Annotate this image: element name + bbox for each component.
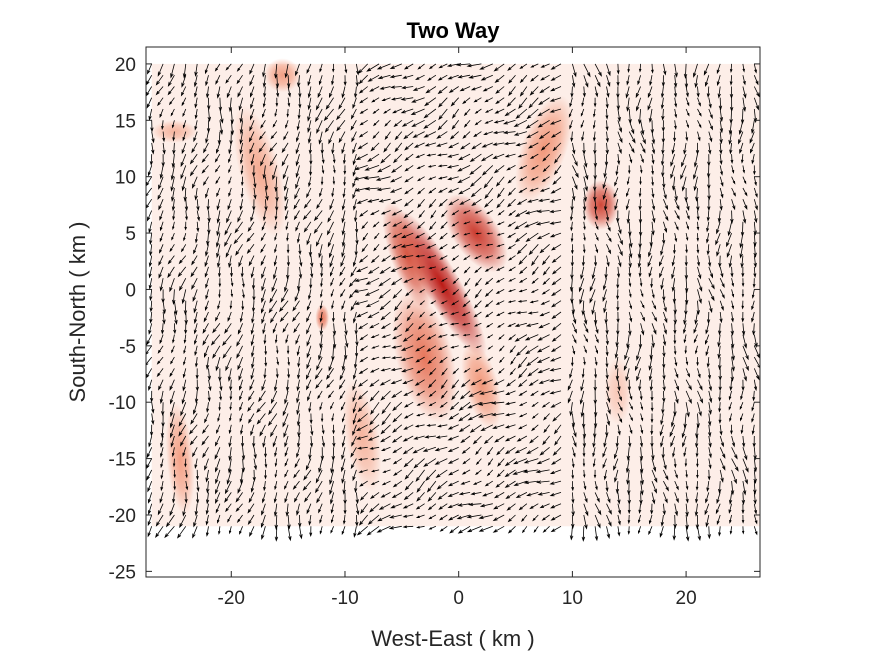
field-blob xyxy=(342,380,382,492)
x-tick-label: -20 xyxy=(218,588,245,609)
y-tick-label: -15 xyxy=(109,450,136,471)
field-blob xyxy=(315,304,330,332)
y-tick-label: 0 xyxy=(125,280,136,301)
y-tick-label: 5 xyxy=(125,224,136,245)
wind-vectors xyxy=(146,62,760,542)
plot-area xyxy=(146,58,760,542)
tick-layer: -20 -10 0 10 20 -25 -20 -15 -10 -5 0 5 10 15 20 xyxy=(109,47,760,609)
y-axis-label: South-North ( km ) xyxy=(65,222,90,403)
wind-vector-layer xyxy=(146,62,760,542)
y-tick-label: 10 xyxy=(115,168,136,189)
x-tick-label: 0 xyxy=(453,588,464,609)
field-blob xyxy=(382,202,433,309)
y-tick-label: -5 xyxy=(119,337,136,358)
y-tick-label: -25 xyxy=(109,562,136,583)
field-blob xyxy=(443,193,508,273)
y-tick-label: -10 xyxy=(109,393,136,414)
x-tick-label: 10 xyxy=(562,588,583,609)
chart-title: Two Way xyxy=(407,18,501,43)
field-blob xyxy=(151,120,198,143)
y-tick-label: -20 xyxy=(109,506,136,527)
x-tick-label: -10 xyxy=(331,588,358,609)
axes-box xyxy=(145,46,761,578)
field-blob xyxy=(233,105,287,237)
field-blob xyxy=(461,341,502,430)
x-axis-label: West-East ( km ) xyxy=(371,626,534,651)
field-blob xyxy=(582,180,620,230)
y-tick-label: 15 xyxy=(115,111,136,132)
y-tick-label: 20 xyxy=(115,55,136,76)
field-blob xyxy=(264,58,301,93)
x-tick-label: 20 xyxy=(676,588,697,609)
